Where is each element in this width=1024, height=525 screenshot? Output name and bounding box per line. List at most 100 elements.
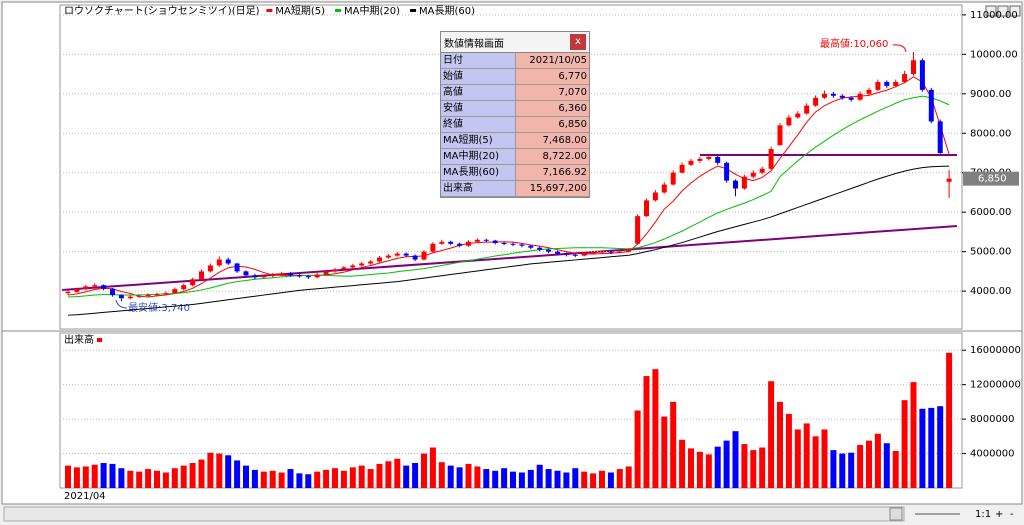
volume-bar — [661, 416, 668, 488]
candle-body — [857, 93, 863, 100]
volume-bar — [848, 452, 855, 488]
volume-bar — [118, 468, 125, 488]
candle-body — [581, 253, 587, 256]
info-value: 8,722.00 — [516, 149, 589, 164]
candle-body — [110, 288, 115, 296]
info-value: 15,697,200 — [516, 181, 589, 196]
candle-body — [457, 243, 463, 246]
candle-body — [394, 253, 400, 256]
candle-body — [715, 156, 721, 163]
scrollbar[interactable] — [3, 506, 905, 522]
scroll-thumb[interactable] — [889, 507, 903, 521]
volume-bar — [207, 452, 214, 488]
candle-body — [127, 296, 133, 299]
volume-bar — [616, 469, 623, 488]
volume-bar — [314, 471, 321, 488]
volume-bar — [376, 463, 383, 488]
volume-bar — [910, 382, 917, 488]
candle-body — [510, 243, 516, 245]
candle-body — [688, 160, 694, 165]
candle-body — [350, 265, 356, 268]
candle-body — [359, 263, 365, 266]
candle-body — [919, 60, 925, 90]
candle-body — [866, 89, 872, 94]
volume-bar — [714, 446, 721, 488]
ma-line — [67, 165, 950, 316]
candle-body — [884, 81, 890, 86]
candle-body — [928, 89, 934, 122]
window-buttons[interactable] — [985, 5, 1021, 17]
candle-body — [234, 263, 240, 272]
candle-body — [323, 271, 329, 275]
info-row: 安値 6,360 — [441, 101, 589, 117]
info-row: 始値 6,770 — [441, 69, 589, 85]
volume-bar — [429, 447, 436, 488]
candle-body — [768, 149, 774, 169]
volume-bar — [785, 413, 792, 488]
chart-title: ロウソクチャート(ショウセンミツイ)(日足) — [64, 5, 260, 17]
candle-body — [252, 275, 258, 278]
candle-body — [92, 285, 98, 287]
close-button[interactable]: x — [570, 34, 586, 50]
volume-bar — [652, 369, 659, 488]
candle-body — [216, 259, 222, 266]
volume-bar — [643, 376, 650, 488]
volume-bar — [269, 470, 276, 488]
volume-bar — [73, 467, 80, 488]
volume-bar — [892, 450, 899, 488]
candle-body — [839, 95, 845, 98]
zoom-in[interactable]: + — [995, 509, 1003, 520]
volume-title: 出来高 — [64, 333, 94, 346]
candle-body — [893, 81, 899, 86]
candle-body — [145, 295, 151, 297]
candle-body — [830, 93, 836, 96]
candle-body — [572, 254, 578, 256]
y-tick-label: 4000000 — [970, 449, 1015, 460]
y-tick-label: 8000.00 — [970, 128, 1011, 139]
volume-bar — [234, 460, 241, 488]
candle-body — [439, 241, 445, 244]
volume-bar — [278, 472, 285, 488]
candle-body — [118, 295, 124, 299]
price-label: 6,850 — [978, 174, 1007, 185]
candle-body — [608, 251, 614, 253]
candle-body — [403, 253, 409, 256]
volume-bar — [456, 467, 463, 488]
volume-bar — [821, 429, 828, 488]
y-tick-label: 8000000 — [970, 414, 1015, 425]
zoom-label: 1:1 — [975, 509, 991, 520]
candle-body — [911, 60, 916, 75]
volume-bar — [527, 469, 534, 488]
volume-bar — [536, 464, 543, 488]
volume-bar — [438, 462, 445, 488]
y-tick-label: 5000.00 — [970, 247, 1011, 258]
legend-label: MA中期(20) — [344, 4, 400, 17]
candle-body — [190, 279, 196, 286]
info-panel-header: 数値情報画面 x — [441, 32, 589, 53]
candle-body — [795, 113, 801, 118]
volume-bar — [358, 465, 365, 488]
volume-bar — [768, 381, 775, 488]
volume-bar — [100, 463, 107, 488]
volume-bar — [82, 466, 89, 488]
volume-bar — [145, 469, 152, 488]
volume-bar — [696, 451, 703, 488]
volume-bar — [403, 465, 410, 488]
volume-bar — [705, 454, 712, 488]
legend-marker — [410, 9, 417, 12]
x-start-label: 2021/04 — [64, 491, 106, 502]
zoom-out[interactable]: - — [1010, 509, 1014, 520]
candle-body — [635, 216, 641, 244]
volume-bar — [759, 447, 766, 488]
trendline — [61, 225, 958, 291]
candle-body — [474, 239, 480, 242]
candle-body — [412, 255, 418, 260]
candle-body — [385, 255, 391, 258]
volume-bar — [305, 474, 312, 488]
candle-body — [279, 273, 285, 275]
candle-body — [750, 172, 756, 177]
y-tick-label: 16000000 — [970, 345, 1021, 356]
volume-bar — [901, 400, 908, 488]
volume-bar — [171, 468, 178, 488]
